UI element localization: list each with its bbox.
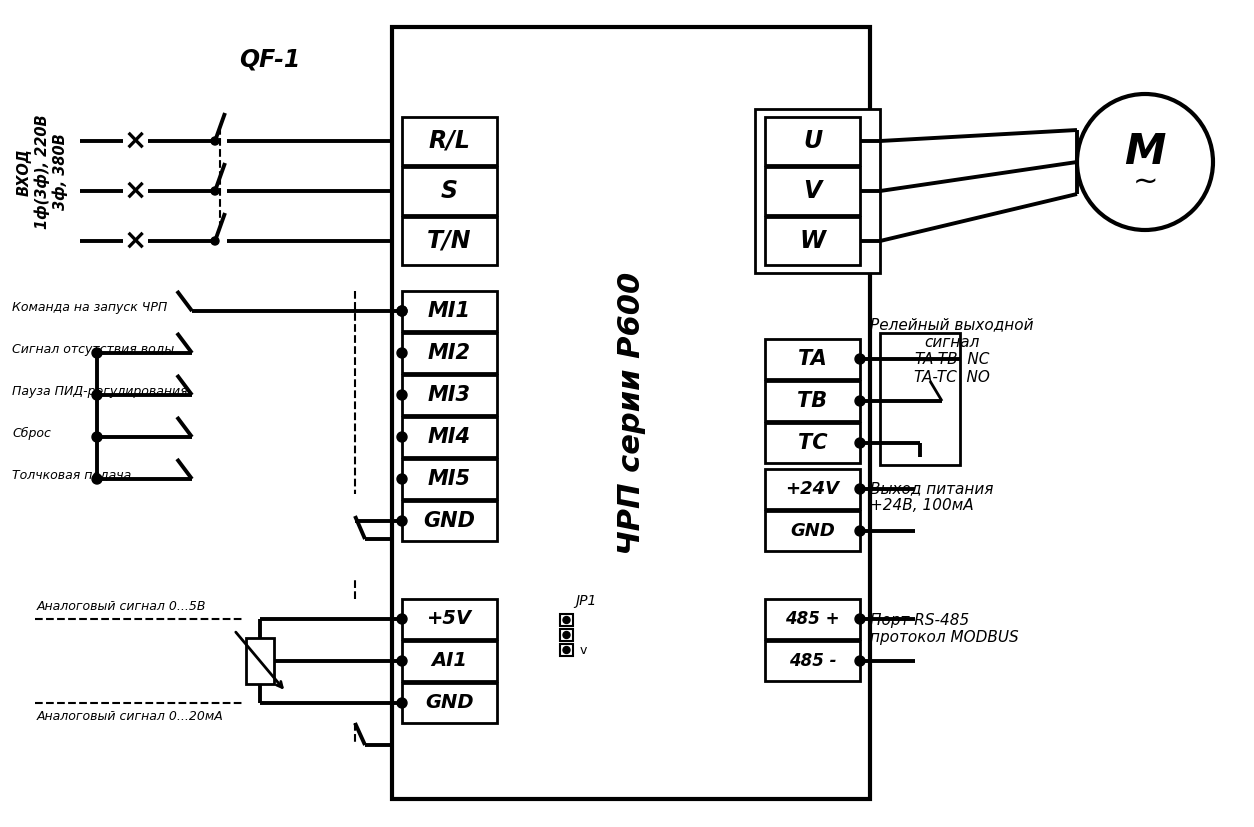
Circle shape	[398, 348, 408, 358]
Bar	[403, 417, 497, 457]
Circle shape	[855, 614, 865, 624]
Text: Аналоговый сигнал 0...5В: Аналоговый сигнал 0...5В	[38, 600, 207, 613]
Bar	[403, 599, 497, 639]
Circle shape	[398, 474, 408, 484]
Bar	[765, 469, 860, 509]
Text: JP1: JP1	[576, 594, 597, 608]
Text: ~: ~	[1132, 168, 1157, 197]
Circle shape	[398, 698, 408, 708]
Text: W: W	[800, 229, 825, 253]
Text: TC: TC	[798, 433, 828, 453]
Bar	[765, 217, 860, 265]
Circle shape	[398, 306, 408, 316]
Bar	[765, 339, 860, 379]
Bar	[765, 423, 860, 463]
Bar	[765, 117, 860, 165]
Circle shape	[211, 237, 219, 245]
Circle shape	[855, 656, 865, 666]
Text: TB: TB	[798, 391, 828, 411]
Text: 485 +: 485 +	[785, 610, 840, 628]
Circle shape	[398, 614, 408, 624]
Text: S: S	[441, 179, 458, 203]
Text: ×: ×	[123, 227, 147, 255]
Circle shape	[855, 438, 865, 448]
Bar	[561, 644, 573, 656]
Text: Толчковая подача: Толчковая подача	[13, 469, 132, 481]
Text: +24V: +24V	[785, 480, 839, 498]
Bar	[561, 629, 573, 641]
Text: Релейный выходной
сигнал
TA-TB  NC
TA-TC  NO: Релейный выходной сигнал TA-TB NC TA-TC …	[870, 318, 1033, 385]
Bar	[403, 333, 497, 373]
Text: M: M	[1125, 131, 1166, 173]
Circle shape	[211, 137, 219, 145]
Bar	[561, 614, 573, 626]
Text: Выход питания
+24В, 100мА: Выход питания +24В, 100мА	[870, 480, 993, 514]
Text: QF-1: QF-1	[240, 47, 301, 71]
Bar	[403, 375, 497, 415]
Text: 485 -: 485 -	[789, 652, 836, 670]
Circle shape	[563, 616, 571, 624]
Bar	[393, 27, 870, 799]
Text: v: v	[581, 643, 587, 657]
Text: ВХОД
1ф(3ф), 220В
3ф, 380В: ВХОД 1ф(3ф), 220В 3ф, 380В	[16, 115, 68, 229]
Bar	[403, 217, 497, 265]
Circle shape	[398, 432, 408, 442]
Text: MI3: MI3	[428, 385, 472, 405]
Circle shape	[92, 432, 102, 442]
Circle shape	[398, 390, 408, 400]
Text: ×: ×	[123, 127, 147, 155]
Circle shape	[398, 306, 408, 316]
Text: Сигнал отсутствия воды: Сигнал отсутствия воды	[13, 342, 174, 356]
Bar	[403, 641, 497, 681]
Text: MI1: MI1	[428, 301, 472, 321]
Circle shape	[855, 484, 865, 494]
Circle shape	[92, 390, 102, 400]
Text: Порт RS-485
протокол MODBUS: Порт RS-485 протокол MODBUS	[870, 613, 1018, 645]
Text: GND: GND	[790, 522, 835, 540]
Circle shape	[92, 348, 102, 358]
Circle shape	[1077, 94, 1213, 230]
Bar	[403, 459, 497, 499]
Text: MI5: MI5	[428, 469, 472, 489]
Circle shape	[398, 516, 408, 526]
Bar	[755, 109, 880, 273]
Text: GND: GND	[424, 511, 475, 531]
Text: U: U	[803, 129, 823, 153]
Circle shape	[211, 187, 219, 195]
Text: +5V: +5V	[426, 609, 472, 629]
Circle shape	[563, 647, 571, 653]
Bar	[403, 501, 497, 541]
Text: AI1: AI1	[431, 652, 468, 671]
Text: GND: GND	[425, 694, 474, 713]
Bar	[765, 599, 860, 639]
Circle shape	[855, 396, 865, 406]
Circle shape	[563, 632, 571, 638]
Text: Сброс: Сброс	[13, 427, 51, 439]
Bar	[765, 641, 860, 681]
Bar	[765, 511, 860, 551]
Text: Аналоговый сигнал 0...20мА: Аналоговый сигнал 0...20мА	[38, 710, 223, 723]
Text: ЧРП серии Р600: ЧРП серии Р600	[617, 271, 646, 555]
Text: Пауза ПИД-регулирования: Пауза ПИД-регулирования	[13, 385, 188, 398]
Text: T/N: T/N	[428, 229, 472, 253]
Bar	[403, 167, 497, 215]
Text: Команда на запуск ЧРП: Команда на запуск ЧРП	[13, 300, 167, 313]
Bar	[403, 291, 497, 331]
Text: V: V	[804, 179, 821, 203]
Text: TA: TA	[798, 349, 826, 369]
Text: MI4: MI4	[428, 427, 472, 447]
Circle shape	[855, 354, 865, 364]
Text: MI2: MI2	[428, 343, 472, 363]
Bar	[246, 638, 275, 684]
Bar	[880, 333, 961, 465]
Bar	[403, 117, 497, 165]
Circle shape	[398, 656, 408, 666]
Text: R/L: R/L	[429, 129, 470, 153]
Bar	[765, 381, 860, 421]
Bar	[403, 683, 497, 723]
Text: ×: ×	[123, 177, 147, 205]
Bar	[765, 167, 860, 215]
Circle shape	[92, 474, 102, 484]
Circle shape	[855, 526, 865, 536]
